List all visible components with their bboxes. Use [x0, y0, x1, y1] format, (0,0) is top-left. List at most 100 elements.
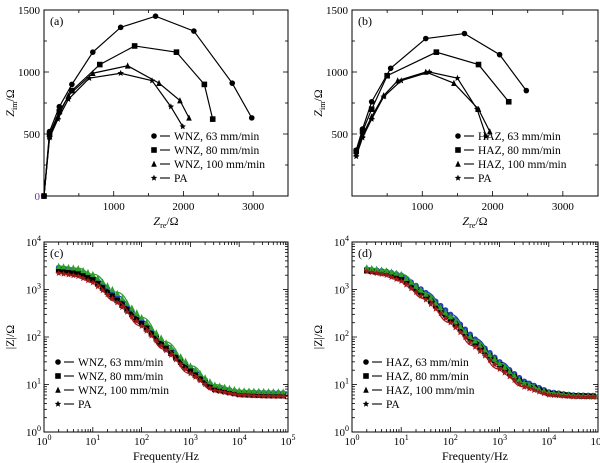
data-point — [447, 319, 454, 326]
x-tick-label: 104 — [541, 433, 556, 448]
legend-label: WNZ, 80 mm/min — [174, 145, 260, 157]
data-point — [265, 388, 272, 395]
data-point — [368, 106, 375, 112]
data-point — [123, 308, 131, 315]
y-tick-label: 101 — [26, 377, 41, 392]
data-point — [114, 299, 121, 306]
chart-panel-d: 100 101 102 103 104 105 100 101 102 103 104 Frequen… — [311, 234, 600, 463]
panel-label: (c) — [50, 246, 63, 260]
legend-marker — [150, 174, 158, 181]
data-point — [437, 310, 444, 317]
data-point — [352, 152, 360, 160]
data-point — [179, 123, 186, 130]
data-point — [114, 289, 121, 297]
x-tick-label: 3000 — [242, 201, 265, 213]
data-point — [90, 69, 96, 77]
data-point — [65, 271, 72, 278]
data-point — [368, 264, 375, 272]
legend-label: HAZ, 80 mm/min — [478, 145, 561, 157]
data-point — [86, 74, 93, 81]
data-point — [525, 385, 533, 392]
data-point — [423, 35, 429, 42]
data-point — [153, 337, 160, 344]
data-point — [506, 373, 513, 380]
data-point — [148, 332, 155, 339]
data-point — [570, 393, 577, 400]
data-point — [158, 334, 164, 341]
data-point — [128, 313, 136, 320]
legend-label: WNZ, 100 mm/min — [78, 385, 169, 397]
data-point — [226, 384, 233, 391]
data-point — [580, 393, 587, 400]
data-point — [413, 282, 419, 289]
data-point — [475, 61, 482, 68]
data-point — [56, 108, 63, 115]
series-line — [355, 71, 487, 157]
data-point — [118, 303, 126, 311]
data-point — [152, 13, 159, 19]
data-point — [191, 28, 197, 34]
y-tick-label: 1000 — [18, 67, 41, 79]
data-point — [201, 81, 208, 88]
data-point — [229, 80, 236, 86]
data-point — [133, 318, 140, 325]
data-point — [505, 98, 512, 105]
legend-marker — [454, 174, 462, 181]
data-point — [168, 343, 174, 351]
legend-label: HAZ, 63 mm/min — [478, 131, 561, 143]
data-point — [245, 392, 253, 399]
data-point — [388, 273, 395, 280]
data-point — [65, 92, 72, 99]
data-point — [275, 388, 282, 395]
data-point — [521, 383, 528, 390]
data-point — [388, 268, 395, 275]
data-point — [119, 294, 125, 301]
data-point — [104, 282, 111, 289]
data-point — [378, 266, 385, 273]
x-tick-label: 105 — [281, 433, 296, 448]
data-point — [275, 392, 282, 400]
data-point — [550, 392, 557, 399]
data-point — [545, 391, 553, 398]
data-point — [496, 359, 503, 367]
data-point — [138, 322, 145, 329]
y-axis-label: Zim/Ω — [311, 89, 327, 116]
series-line — [43, 65, 190, 197]
x-tick-label: 103 — [492, 433, 507, 448]
data-point — [187, 362, 194, 369]
data-point — [451, 79, 457, 86]
data-point — [148, 77, 156, 84]
series-2 — [353, 68, 493, 157]
data-point — [516, 376, 523, 383]
data-point — [70, 264, 77, 271]
data-point — [398, 277, 405, 284]
data-point — [79, 275, 87, 282]
data-point — [486, 128, 493, 135]
x-tick-label: 102 — [134, 433, 149, 448]
data-point — [560, 392, 567, 399]
legend-label: PA — [174, 173, 188, 185]
data-point — [69, 81, 75, 88]
data-point — [565, 393, 572, 400]
data-point — [89, 279, 97, 286]
data-point — [236, 387, 243, 394]
data-point — [186, 114, 192, 121]
series-3 — [363, 268, 599, 400]
legend-marker — [363, 359, 369, 365]
data-point — [40, 192, 48, 199]
x-tick-label: 102 — [443, 433, 458, 448]
legend-label: PA — [78, 399, 92, 411]
data-point — [471, 343, 479, 350]
legend-label: PA — [478, 173, 492, 185]
legend-label: HAZ, 63 mm/min — [386, 357, 469, 369]
data-point — [182, 365, 189, 372]
data-point — [255, 387, 262, 394]
data-point — [94, 283, 101, 290]
data-point — [437, 304, 444, 311]
data-point — [60, 263, 67, 270]
data-point — [248, 115, 255, 121]
data-point — [216, 382, 223, 389]
data-point — [96, 61, 103, 68]
y-tick-label: 101 — [334, 377, 349, 392]
data-point — [408, 278, 414, 285]
